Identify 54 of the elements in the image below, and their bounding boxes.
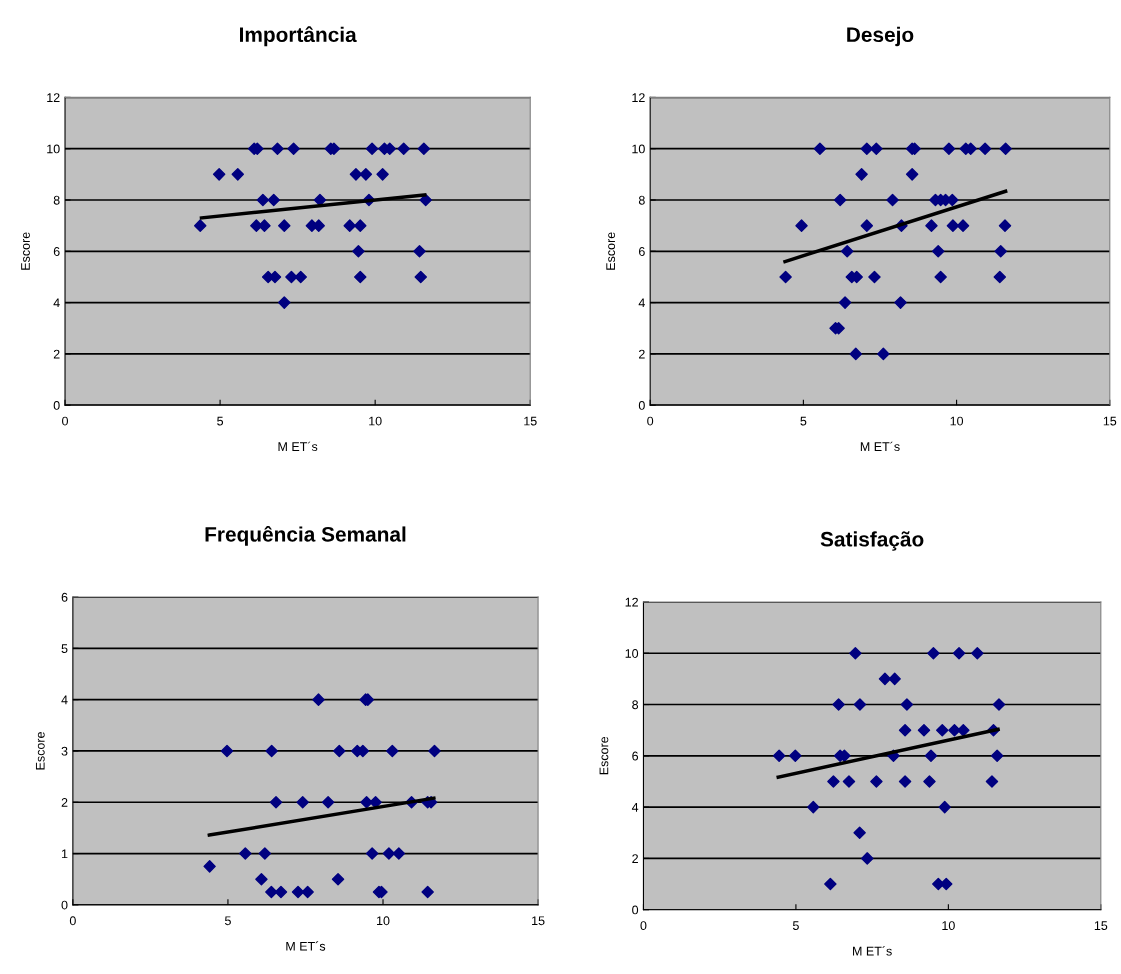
- y-tick-label: 6: [632, 751, 639, 761]
- y-tick-label: 12: [625, 597, 638, 607]
- y-tick-label: 2: [53, 349, 60, 359]
- y-tick-label: 6: [639, 247, 645, 256]
- x-tick-label: 10: [942, 921, 955, 931]
- y-tick-label: 4: [61, 695, 68, 705]
- x-tick-label: 0: [69, 916, 76, 926]
- y-tick-label: 2: [632, 854, 638, 863]
- x-tick-label: 5: [800, 416, 807, 426]
- x-tick-label: 0: [647, 416, 654, 426]
- y-tick-label: 4: [53, 298, 60, 308]
- y-tick-label: 10: [625, 649, 639, 658]
- y-tick-label: 8: [53, 195, 60, 205]
- y-tick-label: 6: [53, 247, 60, 256]
- y-tick-label: 2: [639, 349, 645, 359]
- y-axis-title: Escore: [599, 736, 609, 775]
- chart-title: Satisfação: [820, 531, 924, 551]
- chart-title: Importância: [239, 26, 357, 47]
- y-tick-label: 0: [61, 900, 68, 910]
- y-tick-label: 12: [632, 93, 645, 102]
- y-axis-title: Escore: [35, 732, 45, 770]
- y-tick-label: 8: [638, 195, 645, 205]
- x-tick-label: 15: [524, 416, 537, 426]
- x-tick-label: 15: [532, 916, 545, 926]
- y-tick-label: 10: [632, 144, 645, 154]
- y-tick-label: 2: [61, 798, 68, 807]
- y-tick-label: 5: [61, 644, 68, 654]
- y-tick-label: 6: [61, 592, 68, 602]
- x-tick-label: 15: [1103, 416, 1117, 426]
- y-tick-label: 0: [632, 905, 639, 915]
- chart-title: Desejo: [847, 26, 914, 47]
- x-axis-title: M ET´s: [286, 941, 326, 951]
- x-axis-title: M ET´s: [853, 946, 892, 956]
- y-axis-title: Escore: [21, 232, 30, 270]
- y-tick-label: 0: [53, 400, 60, 410]
- x-tick-label: 10: [369, 416, 382, 426]
- y-tick-label: 12: [47, 93, 60, 102]
- y-tick-label: 1: [62, 849, 68, 859]
- y-tick-label: 4: [638, 298, 645, 308]
- x-axis-title: M ET´s: [860, 441, 900, 452]
- x-tick-label: 5: [217, 416, 224, 426]
- y-axis-title: Escore: [606, 232, 616, 270]
- y-tick-label: 0: [638, 400, 645, 410]
- x-tick-label: 15: [1094, 921, 1108, 931]
- y-tick-label: 8: [632, 700, 639, 710]
- x-tick-label: 5: [224, 916, 231, 926]
- x-tick-label: 10: [950, 416, 964, 426]
- x-tick-label: 10: [377, 916, 390, 926]
- y-tick-label: 4: [631, 803, 639, 812]
- x-tick-label: 5: [792, 921, 799, 931]
- y-tick-label: 10: [47, 144, 60, 154]
- x-axis-title: M ET´s: [278, 441, 318, 452]
- y-tick-label: 3: [61, 746, 68, 756]
- chart-title: Frequência Semanal: [205, 525, 406, 546]
